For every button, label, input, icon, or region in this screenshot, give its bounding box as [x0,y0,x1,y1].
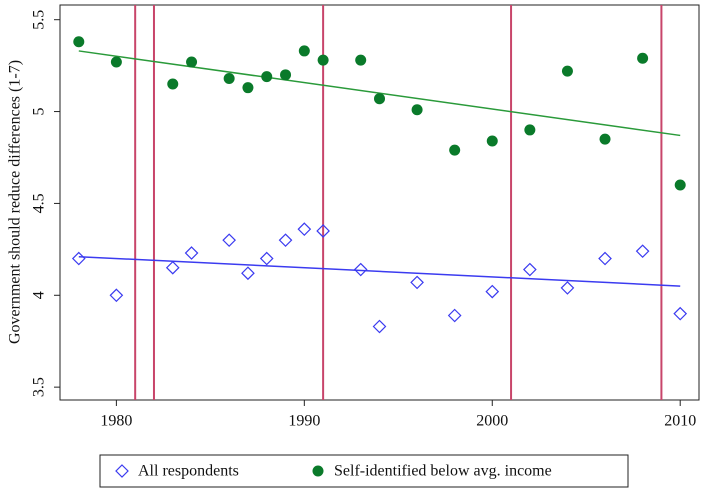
circle-marker [449,144,461,156]
diamond-marker [259,251,274,266]
y-tick-label: 5 [31,108,48,116]
diamond-marker [447,308,462,323]
circle-marker [280,69,292,81]
diamond-marker [598,251,612,266]
x-tick-label: 1990 [288,413,320,430]
circle-marker [242,82,254,94]
circle-marker [73,36,85,48]
circle-marker [561,65,573,77]
y-tick-label: 4 [31,291,48,299]
circle-marker [261,71,273,83]
plot-frame [59,4,700,401]
diamond-marker [184,246,199,260]
y-axis-label: Government should reduce differences (1-… [7,60,24,344]
legend-marker [312,465,324,477]
diamond-marker [372,319,387,334]
circle-marker [298,45,310,57]
diamond-marker [165,260,180,275]
diamond-marker [485,284,500,299]
circle-marker [524,124,536,136]
circle-marker [374,93,385,105]
circle-marker [355,54,367,66]
legend-box [99,454,629,488]
circle-marker [223,72,235,84]
diamond-marker [278,233,293,248]
diamond-marker [410,275,424,290]
y-tick-label: 4.5 [31,193,48,213]
diamond-marker [297,222,312,236]
diamond-marker [109,288,124,303]
legend-marker [115,464,129,478]
x-tick-label: 2000 [476,413,508,430]
diamond-marker [523,262,537,277]
circle-marker [186,56,198,68]
y-tick-label: 5.5 [31,10,48,30]
circle-marker [674,179,686,191]
x-tick-label: 1980 [100,413,132,430]
circle-marker [599,133,611,145]
circle-marker [110,56,122,68]
diamond-marker [316,224,330,238]
circle-marker [411,104,423,116]
legend-label: Self-identified below avg. income [334,463,552,480]
y-tick-label: 3.5 [31,377,48,397]
diamond-marker [673,306,688,321]
legend-label: All respondents [138,463,239,480]
diamond-marker [222,233,236,248]
diamond-marker [71,251,86,266]
circle-marker [637,52,649,64]
diamond-marker [560,281,575,295]
x-tick-label: 2010 [664,413,696,430]
diamond-marker [353,262,368,277]
diamond-marker [241,266,255,281]
fit-line [78,255,681,287]
fit-line [78,50,681,137]
circle-marker [167,78,179,90]
diamond-marker [635,244,650,259]
circle-marker [486,135,498,147]
circle-marker [317,54,329,66]
